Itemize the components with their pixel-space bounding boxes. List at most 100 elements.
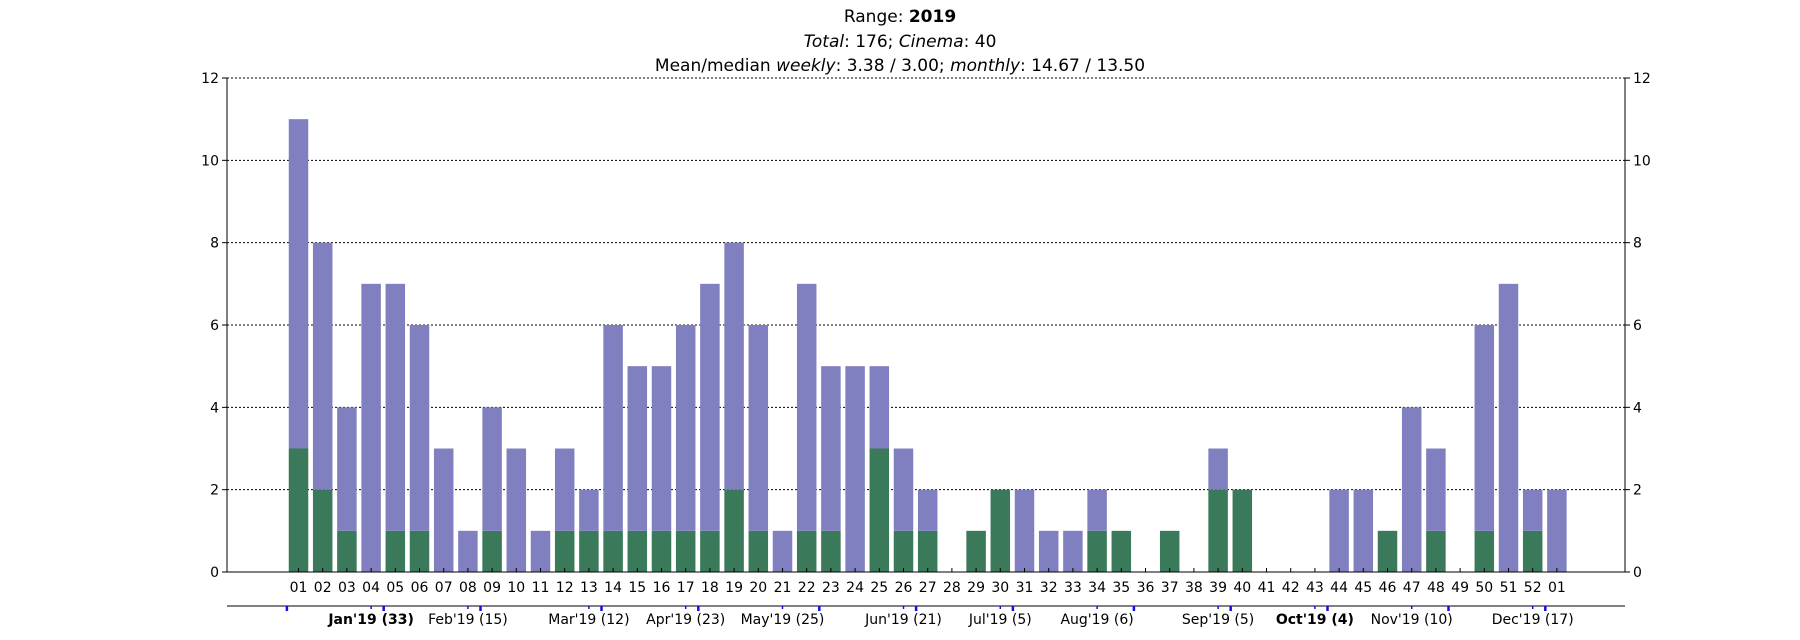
x-tick-label: 01 (290, 580, 308, 596)
bar-series-2 (700, 283, 720, 531)
x-tick-label: 42 (1282, 580, 1300, 596)
bar-series-1 (385, 530, 406, 572)
bar-series-1 (627, 530, 648, 572)
bar-series-2 (651, 366, 672, 531)
x-tick-label: 47 (1403, 580, 1421, 596)
bar-series-1 (917, 530, 938, 572)
bar-series-1 (869, 448, 890, 572)
bar-series-1 (893, 530, 914, 572)
bar-series-2 (675, 325, 696, 531)
x-tick-label: 39 (1209, 580, 1227, 596)
x-tick-label: 22 (798, 580, 816, 596)
x-tick-label: 46 (1379, 580, 1397, 596)
y-tick-label-left: 8 (210, 236, 219, 252)
bar-series-1 (1159, 530, 1180, 572)
bar-series-2 (433, 448, 454, 572)
bar-series-2 (1329, 489, 1349, 572)
x-tick-label: 04 (362, 580, 380, 596)
bar-series-2 (772, 530, 793, 572)
y-tick-label-right: 6 (1633, 318, 1642, 334)
x-tick-label: 03 (338, 580, 356, 596)
bar-series-2 (458, 530, 478, 572)
y-tick-label-right: 8 (1633, 236, 1642, 252)
bar-series-1 (579, 530, 599, 572)
x-tick-label: 10 (507, 580, 525, 596)
bar-series-2 (627, 366, 648, 531)
x-tick-label: 17 (677, 580, 695, 596)
bar-series-2 (1063, 530, 1083, 572)
bar-series-2 (1014, 489, 1035, 572)
bar-series-1 (482, 530, 502, 572)
x-tick-label: 15 (628, 580, 646, 596)
bar-series-1 (724, 489, 744, 572)
bar-series-2 (1522, 489, 1543, 531)
x-tick-label: 02 (314, 580, 332, 596)
bar-series-1 (288, 448, 309, 572)
bar-series-2 (482, 407, 502, 531)
x-tick-label: 30 (991, 580, 1009, 596)
x-tick-label: 16 (653, 580, 671, 596)
bar-series-2 (796, 283, 817, 531)
x-tick-label: 51 (1500, 580, 1518, 596)
x-tick-label: 07 (435, 580, 453, 596)
x-tick-label: 37 (1161, 580, 1179, 596)
y-tick-label-right: 10 (1633, 153, 1651, 169)
x-tick-label: 13 (580, 580, 598, 596)
bar-series-2 (917, 489, 938, 531)
x-tick-label: 19 (725, 580, 743, 596)
bars-layer (288, 119, 1567, 572)
x-tick-label: 45 (1354, 580, 1372, 596)
bar-series-2 (1208, 448, 1228, 490)
bar-series-1 (651, 530, 672, 572)
bar-series-2 (1498, 283, 1519, 572)
title-stats: Mean/median weekly: 3.38 / 3.00; monthly… (655, 56, 1145, 76)
x-tick-label: 50 (1475, 580, 1493, 596)
month-label: Nov'19 (10) (1371, 612, 1453, 628)
y-tick-label-left: 4 (210, 400, 219, 416)
x-tick-label: 36 (1137, 580, 1155, 596)
bar-series-2 (1353, 489, 1374, 572)
bar-series-2 (893, 448, 914, 531)
x-tick-label: 40 (1233, 580, 1251, 596)
bar-series-1 (409, 530, 430, 572)
bar-series-2 (337, 407, 357, 531)
x-tick-label: 44 (1330, 580, 1348, 596)
bar-series-2 (1087, 489, 1107, 531)
title-range: Range: 2019 (844, 7, 956, 27)
x-tick-label: 25 (870, 580, 888, 596)
y-tick-label-right: 4 (1633, 400, 1642, 416)
x-tick-label: 20 (749, 580, 767, 596)
x-tick-label: 06 (411, 580, 429, 596)
x-tick-label: 11 (532, 580, 550, 596)
x-tick-label: 38 (1185, 580, 1203, 596)
x-tick-label: 23 (822, 580, 840, 596)
x-tick-label: 49 (1451, 580, 1469, 596)
bar-series-2 (312, 242, 333, 490)
bar-series-1 (748, 530, 769, 572)
bar-series-2 (288, 119, 309, 449)
x-tick-label: 31 (1016, 580, 1034, 596)
x-tick-label: 18 (701, 580, 719, 596)
bar-series-1 (603, 530, 623, 572)
y-tick-label-left: 0 (210, 565, 219, 581)
x-tick-label: 33 (1064, 580, 1082, 596)
x-tick-label: 21 (774, 580, 792, 596)
x-tick-label: 32 (1040, 580, 1058, 596)
bar-series-2 (409, 325, 430, 531)
bar-series-2 (1547, 489, 1567, 572)
bar-series-1 (990, 489, 1011, 572)
month-label: Sep'19 (5) (1182, 612, 1254, 628)
x-tick-label: 34 (1088, 580, 1106, 596)
x-tick-label: 24 (846, 580, 864, 596)
x-tick-label: 48 (1427, 580, 1445, 596)
x-tick-label: 28 (943, 580, 961, 596)
bar-series-1 (1111, 530, 1132, 572)
month-label: Jul'19 (5) (968, 612, 1032, 628)
month-label: Feb'19 (15) (428, 612, 508, 628)
bar-series-2 (748, 325, 769, 531)
bar-series-1 (1426, 530, 1446, 572)
month-label: Mar'19 (12) (548, 612, 629, 628)
y-tick-label-left: 12 (201, 71, 219, 87)
